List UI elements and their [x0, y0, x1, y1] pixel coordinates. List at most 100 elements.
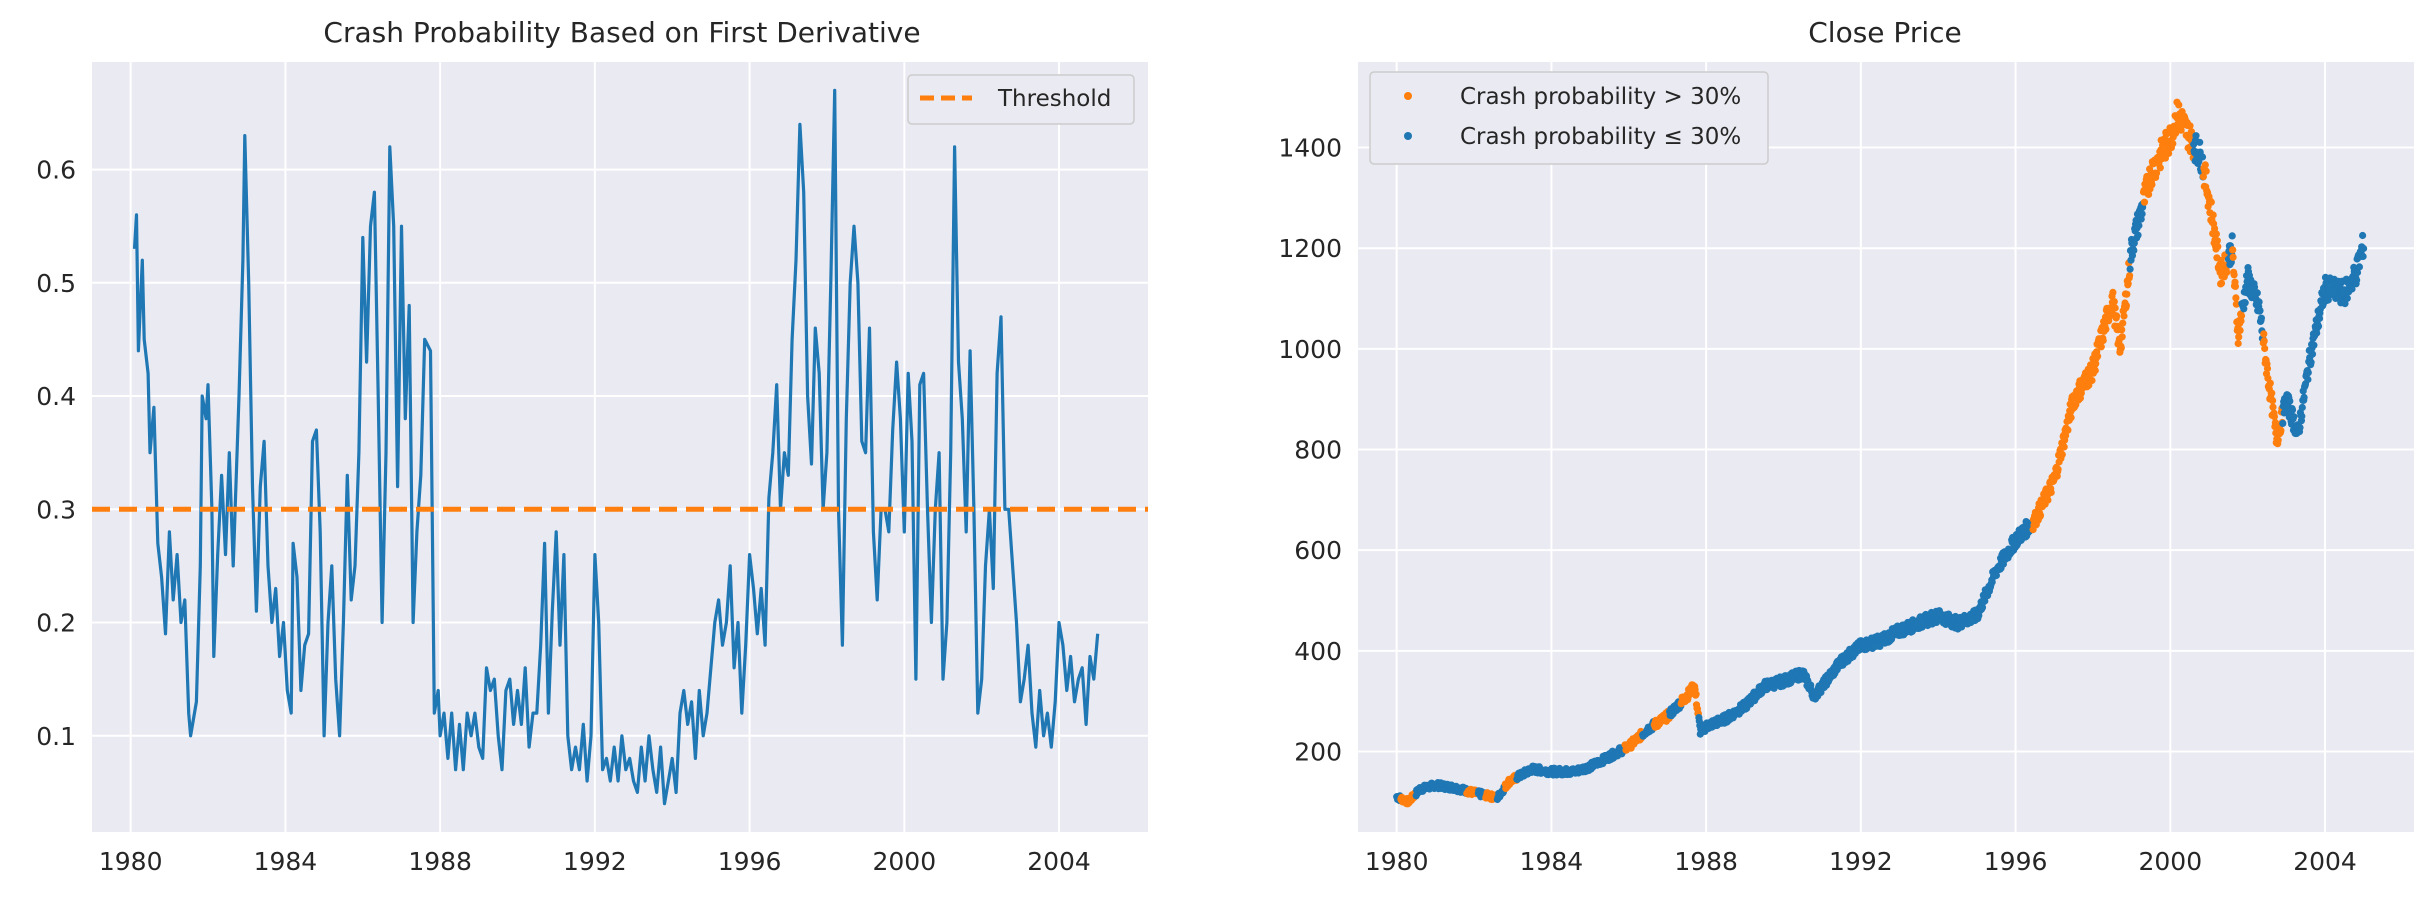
scatter-point-high-risk — [2214, 243, 2222, 251]
scatter-point-high-risk — [2269, 403, 2277, 411]
scatter-point-high-risk — [2117, 344, 2125, 352]
scatter-point-high-risk — [2175, 101, 2183, 109]
scatter-point-high-risk — [1692, 690, 1700, 698]
scatter-point-high-risk — [2274, 436, 2282, 444]
y-axis-ticks: 0.1 0.2 0.3 0.4 0.5 0.6 — [36, 156, 76, 751]
scatter-point-low-risk — [1992, 571, 2000, 580]
x-tick-label: 2004 — [1027, 847, 1091, 876]
x-tick-label: 1988 — [1674, 847, 1738, 876]
scatter-point-low-risk — [1988, 578, 1996, 586]
plot-area — [1358, 62, 2414, 832]
scatter-point-low-risk — [2324, 296, 2332, 304]
scatter-point-low-risk — [2135, 221, 2143, 230]
scatter-point-high-risk — [2202, 167, 2210, 175]
scatter-point-high-risk — [2102, 325, 2110, 333]
scatter-point-high-risk — [2109, 288, 2117, 296]
scatter-point-high-risk — [2229, 253, 2237, 261]
scatter-point-low-risk — [2360, 244, 2368, 253]
legend-label-above: Crash probability > 30% — [1460, 84, 1741, 110]
scatter-point-high-risk — [2123, 290, 2131, 298]
scatter-point-high-risk — [2036, 511, 2045, 519]
scatter-point-high-risk — [2140, 198, 2149, 206]
scatter-point-low-risk — [2290, 413, 2298, 421]
scatter-point-high-risk — [2113, 312, 2121, 320]
scatter-point-low-risk — [2130, 246, 2138, 254]
scatter-point-low-risk — [2255, 298, 2263, 306]
chart-title: Crash Probability Based on First Derivat… — [323, 16, 920, 49]
x-tick-label: 1980 — [1365, 847, 1429, 876]
scatter-point-high-risk — [2172, 126, 2180, 134]
scatter-point-low-risk — [2355, 263, 2363, 271]
scatter-point-high-risk — [2058, 450, 2066, 459]
scatter-point-high-risk — [2186, 122, 2194, 130]
y-tick-label: 0.2 — [36, 609, 76, 638]
scatter-point-high-risk — [2268, 389, 2276, 397]
scatter-point-high-risk — [2213, 237, 2221, 245]
scatter-point-high-risk — [2111, 304, 2119, 312]
x-axis-ticks: 1980 1984 1988 1992 1996 2000 2004 — [99, 847, 1091, 876]
scatter-point-high-risk — [2212, 230, 2220, 238]
scatter-point-high-risk — [2054, 465, 2062, 473]
x-tick-label: 1996 — [1984, 847, 2048, 876]
scatter-point-low-risk — [2304, 375, 2312, 384]
x-tick-label: 1992 — [563, 847, 627, 876]
series-layer — [1393, 98, 2368, 808]
x-tick-label: 2000 — [872, 847, 936, 876]
scatter-point-high-risk — [2119, 319, 2127, 327]
y-tick-label: 800 — [1294, 436, 1342, 465]
scatter-point-low-risk — [2196, 138, 2204, 146]
scatter-point-high-risk — [2064, 426, 2072, 434]
scatter-point-high-risk — [2270, 413, 2278, 421]
scatter-point-high-risk — [2235, 333, 2243, 341]
scatter-point-low-risk — [2353, 268, 2362, 277]
legend-label-below: Crash probability ≤ 30% — [1460, 124, 1741, 150]
y-tick-label: 1200 — [1278, 234, 1342, 263]
scatter-point-high-risk — [2145, 190, 2153, 198]
x-tick-label: 1996 — [718, 847, 782, 876]
scatter-point-high-risk — [2124, 279, 2132, 288]
legend-box — [1369, 71, 1769, 165]
scatter-point-low-risk — [2310, 341, 2318, 349]
x-tick-label: 1984 — [1520, 847, 1584, 876]
y-tick-label: 0.6 — [36, 156, 76, 185]
scatter-point-high-risk — [2230, 271, 2238, 279]
scatter-point-low-risk — [2256, 307, 2264, 315]
x-tick-label: 1988 — [408, 847, 472, 876]
scatter-point-low-risk — [2241, 299, 2249, 307]
y-tick-label: 200 — [1294, 737, 1342, 766]
scatter-point-low-risk — [2308, 350, 2317, 358]
scatter-point-high-risk — [2269, 397, 2277, 405]
scatter-point-low-risk — [2279, 419, 2287, 427]
scatter-point-low-risk — [2126, 265, 2134, 273]
scatter-point-high-risk — [2237, 312, 2246, 320]
y-tick-label: 0.3 — [36, 495, 76, 524]
scatter-point-high-risk — [2234, 339, 2242, 348]
scatter-point-high-risk — [2091, 366, 2099, 375]
scatter-point-high-risk — [2148, 181, 2156, 189]
series-line-crash-probability — [132, 88, 1100, 806]
scatter-point-high-risk — [2165, 149, 2173, 157]
y-tick-label: 0.5 — [36, 269, 76, 298]
chart-title: Close Price — [1808, 16, 1961, 49]
chart-crash-probability: Crash Probability Based on First Derivat… — [36, 16, 1148, 876]
scatter-point-low-risk — [2353, 276, 2361, 284]
legend-box — [907, 74, 1135, 125]
scatter-point-low-risk — [2257, 314, 2265, 322]
scatter-point-high-risk — [2261, 344, 2269, 353]
scatter-point-high-risk — [2260, 330, 2268, 338]
scatter-point-low-risk — [2288, 406, 2297, 414]
scatter-point-high-risk — [2237, 317, 2245, 325]
scatter-point-high-risk — [2097, 343, 2105, 351]
x-tick-label: 1980 — [99, 847, 163, 876]
scatter-point-low-risk — [2343, 294, 2351, 302]
x-axis-ticks: 1980 1984 1988 1992 1996 2000 2004 — [1365, 847, 2357, 876]
scatter-point-high-risk — [2232, 294, 2240, 302]
scatter-point-low-risk — [2253, 289, 2261, 297]
y-axis-ticks: 200 400 600 800 1000 1200 1400 — [1278, 134, 1342, 767]
scatter-point-low-risk — [2228, 232, 2236, 240]
scatter-point-high-risk — [2120, 312, 2128, 320]
scatter-point-high-risk — [2099, 336, 2107, 345]
legend-marker-below — [1404, 132, 1412, 140]
scatter-point-low-risk — [2300, 393, 2308, 401]
